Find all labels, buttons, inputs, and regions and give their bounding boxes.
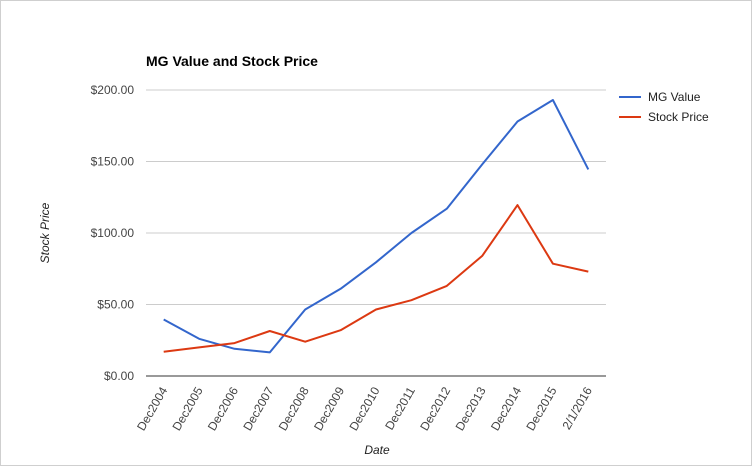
series-line-stock-price xyxy=(163,204,589,353)
x-tick-label: Dec2015 xyxy=(523,384,559,433)
x-tick-label: 2/1/2016 xyxy=(559,384,595,432)
y-axis-ticks: $0.00 $50.00 $100.00 $150.00 $200.00 xyxy=(91,83,135,383)
y-axis-label: Stock Price xyxy=(38,202,52,263)
y-tick-label: $50.00 xyxy=(97,298,134,312)
y-tick-label: $0.00 xyxy=(104,369,134,383)
legend: MG Value Stock Price xyxy=(619,90,709,124)
x-tick-label: Dec2006 xyxy=(205,384,241,433)
x-tick-label: Dec2014 xyxy=(488,384,524,433)
x-tick-label: Dec2007 xyxy=(240,384,276,433)
legend-label: Stock Price xyxy=(648,110,709,124)
x-tick-label: Dec2010 xyxy=(346,384,382,433)
x-tick-label: Dec2004 xyxy=(134,384,170,433)
x-tick-label: Dec2009 xyxy=(311,384,347,433)
series-lines xyxy=(163,99,590,354)
x-axis-label: Date xyxy=(364,443,390,457)
x-tick-label: Dec2011 xyxy=(382,384,418,432)
y-tick-label: $100.00 xyxy=(91,226,135,240)
x-tick-label: Dec2008 xyxy=(276,384,312,433)
chart-title: MG Value and Stock Price xyxy=(146,53,318,69)
series-line-mg-value xyxy=(163,99,590,354)
gridlines xyxy=(146,89,606,377)
y-tick-label: $150.00 xyxy=(91,155,135,169)
x-tick-label: Dec2012 xyxy=(417,384,453,433)
y-tick-label: $200.00 xyxy=(91,83,135,97)
x-tick-label: Dec2005 xyxy=(170,384,206,433)
legend-label: MG Value xyxy=(648,90,701,104)
x-tick-label: Dec2013 xyxy=(453,384,489,433)
x-axis-ticks: Dec2004 Dec2005 Dec2006 Dec2007 Dec2008 Dec20… xyxy=(134,384,595,433)
